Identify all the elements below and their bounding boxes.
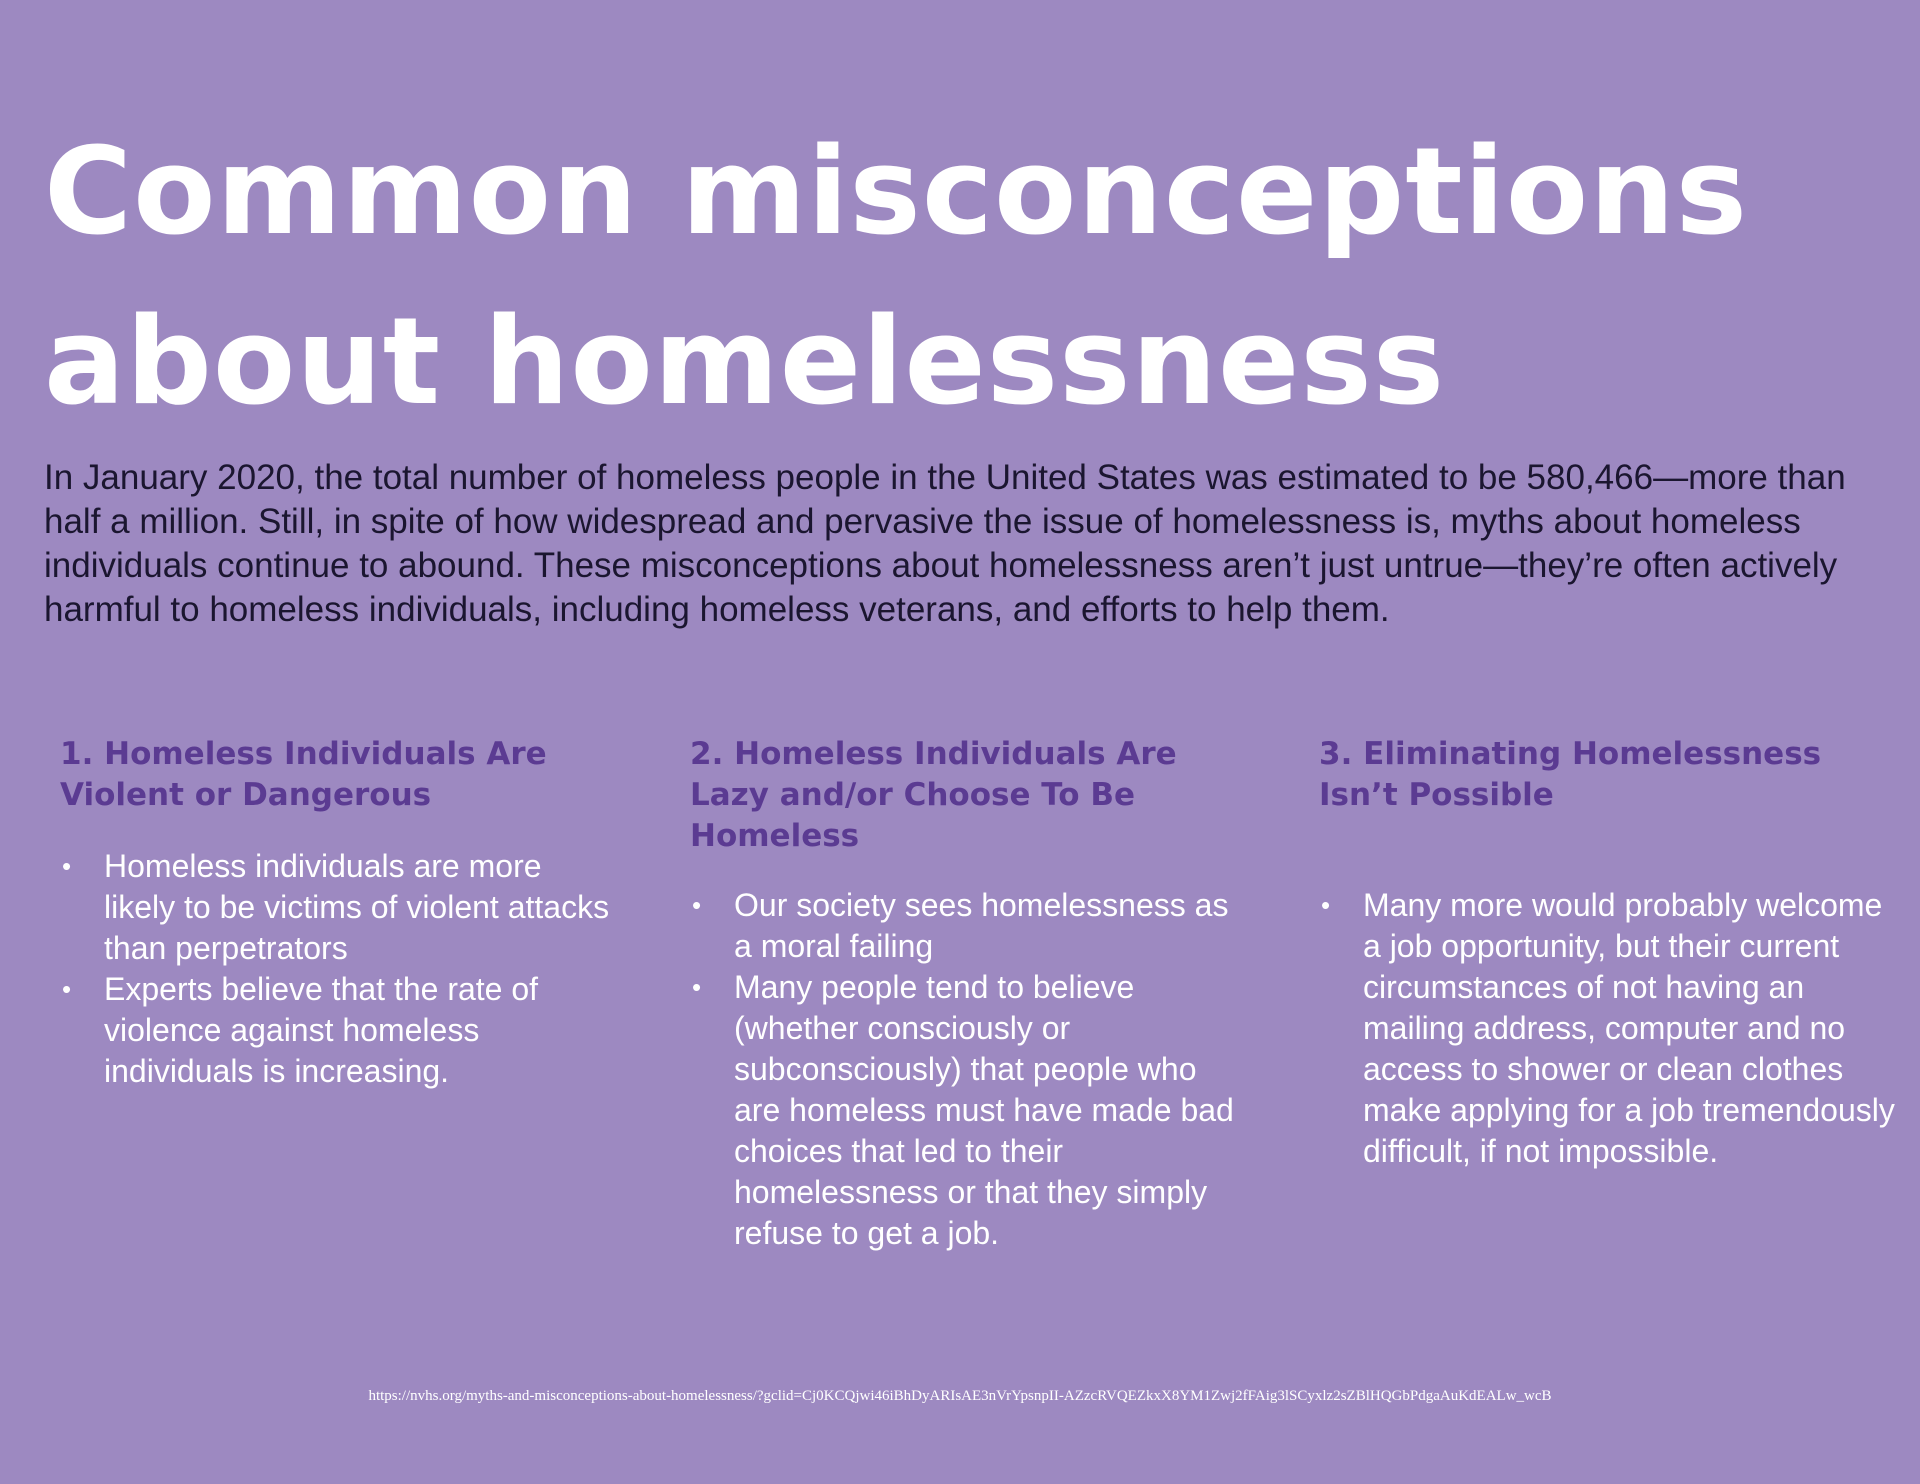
source-url: https://nvhs.org/myths-and-misconception… — [368, 1388, 1552, 1404]
bullet-text: Homeless individuals are more likely to … — [104, 848, 610, 966]
bullet-text: Experts believe that the rate of violenc… — [104, 971, 539, 1089]
title-line-2: about homelessness — [44, 293, 1446, 432]
misconception-column-1: 1. Homeless Individuals Are Violent or D… — [60, 734, 620, 1092]
misconception-heading-1: 1. Homeless Individuals Are Violent or D… — [60, 736, 547, 813]
bullet-icon: • — [62, 851, 72, 881]
bullet-text: Many more would probably welcome a job o… — [1363, 887, 1895, 1169]
misconception-bullets-2: • Our society sees homelessness as a mora… — [690, 885, 1250, 1254]
misconception-bullets-3: • Many more would probably welcome a job … — [1319, 885, 1899, 1172]
misconception-heading-3: 3. Eliminating Homelessness Isn’t Possib… — [1319, 736, 1822, 813]
misconception-column-3: 3. Eliminating Homelessness Isn’t Possib… — [1319, 734, 1899, 1172]
misconception-bullets-1: • Homeless individuals are more likely to… — [60, 846, 620, 1092]
bullet-text: Our society sees homelessness as a moral… — [734, 887, 1229, 964]
bullet-text: Many people tend to believe (whether con… — [734, 969, 1234, 1251]
bullet-icon: • — [692, 972, 702, 1002]
bullet-item: • Homeless individuals are more likely to… — [60, 846, 620, 969]
intro-paragraph: In January 2020, the total number of hom… — [44, 458, 1846, 629]
misconception-column-2: 2. Homeless Individuals Are Lazy and/or … — [690, 734, 1250, 1254]
bullet-item: • Experts believe that the rate of violen… — [60, 969, 620, 1092]
bullet-icon: • — [692, 890, 702, 920]
bullet-item: • Many people tend to believe (whether co… — [690, 967, 1250, 1254]
title-line-1: Common misconceptions — [44, 123, 1749, 262]
bullet-item: • Many more would probably welcome a job … — [1319, 885, 1899, 1172]
bullet-item: • Our society sees homelessness as a mora… — [690, 885, 1250, 967]
page-title: Common misconceptions about homelessness — [44, 108, 1844, 448]
misconception-heading-2: 2. Homeless Individuals Are Lazy and/or … — [690, 736, 1177, 854]
bullet-icon: • — [1321, 890, 1331, 920]
bullet-icon: • — [62, 974, 72, 1004]
